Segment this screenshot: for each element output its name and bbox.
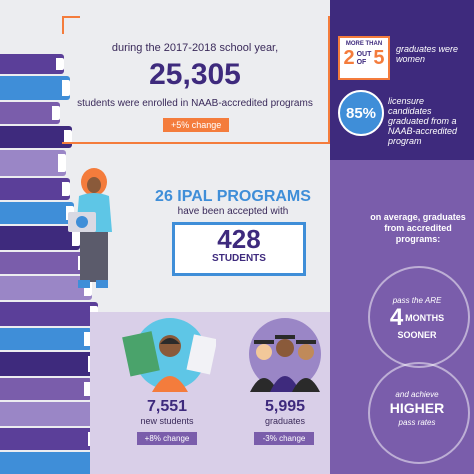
student-with-laptop-illustration — [68, 168, 112, 288]
ipal-title: 26 IPAL PROGRAMS — [155, 188, 311, 205]
graduates-label: graduates — [264, 416, 306, 426]
ipal-subtitle: have been accepted with — [177, 206, 289, 217]
new-students-count: 7,551 — [146, 398, 188, 415]
ratio-out: OUT — [356, 50, 372, 58]
ipal-students-box: 428 STUDENTS — [172, 222, 306, 276]
enrollment-count: 25,305 — [149, 58, 241, 91]
new-students-change-badge: +8% change — [137, 432, 197, 445]
ratio-two: 2 — [343, 47, 355, 69]
enrollment-change-badge: +5% change — [163, 118, 230, 132]
pass-rates-label: pass rates — [398, 418, 436, 427]
months-number: 4 — [389, 304, 404, 331]
enrollment-caption: students were enrolled in NAAB-accredite… — [77, 98, 313, 109]
months-label: MONTHS — [405, 313, 445, 323]
enrollment-stat-box — [62, 16, 330, 144]
women-stat-text: graduates were women — [396, 44, 459, 64]
enrollment-intro: during the 2017-2018 school year, — [111, 42, 279, 54]
women-ratio-badge: MORE THAN 2 OUT OF 5 — [338, 36, 390, 80]
higher-pass-badge — [368, 362, 470, 464]
new-students-label: new students — [140, 416, 194, 426]
ratio-five: 5 — [373, 47, 385, 69]
months-sooner-value: 4 MONTHS — [380, 304, 454, 332]
new-students-illustration — [122, 318, 216, 392]
achieve-label: and achieve — [395, 390, 439, 399]
graduates-illustration — [249, 318, 321, 392]
higher-label: HIGHER — [389, 400, 445, 416]
sooner-label: SOONER — [397, 330, 437, 340]
pass-are-label: pass the ARE — [392, 296, 442, 305]
ipal-students-count: 428 — [217, 224, 261, 254]
outcomes-intro: on average, graduates from accredited pr… — [370, 212, 466, 244]
graduates-change-badge: -3% change — [254, 432, 314, 445]
graduates-count: 5,995 — [264, 398, 306, 415]
licensure-percent-badge: 85% — [338, 90, 384, 136]
ratio-of: OF — [356, 58, 367, 66]
ipal-students-label: STUDENTS — [212, 253, 266, 264]
more-than-label: MORE THAN — [345, 41, 383, 47]
licensure-stat-text: licensure candidates graduated from a NA… — [388, 96, 458, 146]
